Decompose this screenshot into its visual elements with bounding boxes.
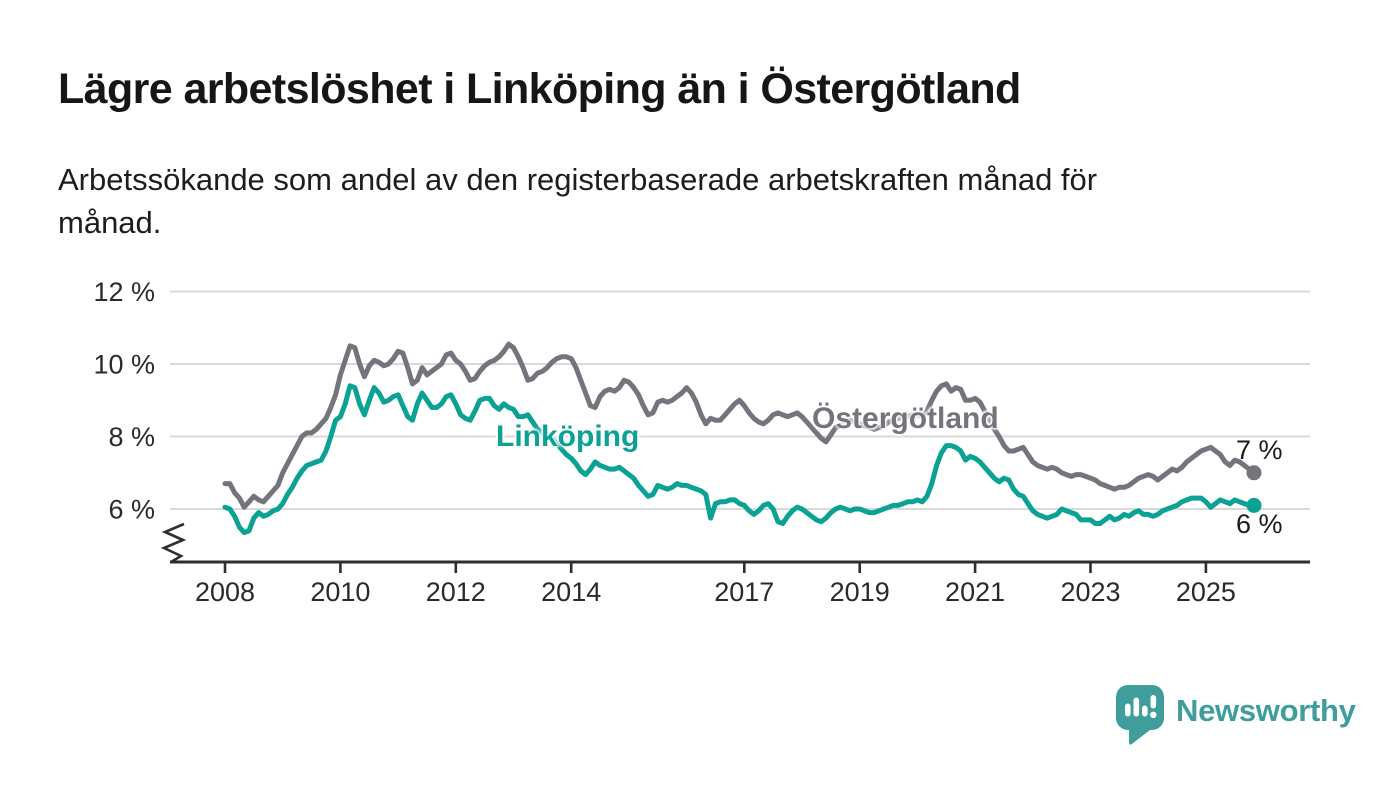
x-tick-label: 2021: [945, 577, 1005, 607]
end-value-label-linkoping: 6 %: [1236, 509, 1283, 539]
series-end-dot-östergötland: [1246, 465, 1262, 481]
data-series: [222, 341, 1262, 536]
end-value-label-ostergotland: 7 %: [1236, 435, 1283, 465]
x-tick-label: 2008: [195, 577, 255, 607]
chart-subtitle: Arbetssökande som andel av den registerb…: [58, 159, 1097, 245]
x-tick-label: 2017: [714, 577, 774, 607]
x-axis: 2008 2010 2012 2014 2017 2019 2021 2023 2025: [170, 560, 1310, 607]
y-tick-label: 8 %: [108, 422, 155, 452]
axis-break-icon: [160, 522, 187, 564]
subtitle-line-2: månad.: [58, 204, 162, 240]
newsworthy-logo-icon: [1116, 685, 1164, 745]
newsworthy-logo: Newsworthy: [1115, 684, 1356, 746]
series-end-dot-linköping: [1246, 497, 1262, 513]
x-tick-label: 2014: [541, 577, 601, 607]
x-tick-label: 2019: [830, 577, 890, 607]
series-line-östergötland: [222, 341, 1257, 510]
x-tick-label: 2023: [1060, 577, 1120, 607]
subtitle-line-1: Arbetssökande som andel av den registerb…: [58, 162, 1098, 197]
y-tick-label: 12 %: [93, 277, 155, 307]
series-label-linkoping: Linköping: [496, 420, 640, 453]
y-tick-label: 10 %: [93, 350, 155, 380]
x-tick-label: 2012: [426, 577, 486, 607]
x-tick-label: 2025: [1176, 577, 1236, 607]
gridlines: 6 % 8 % 10 % 12 %: [93, 277, 1310, 525]
x-tick-label: 2010: [310, 577, 370, 607]
y-tick-label: 6 %: [108, 495, 155, 525]
page-title: Lägre arbetslöshet i Linköping än i Öste…: [58, 65, 1021, 113]
newsworthy-wordmark: Newsworthy: [1176, 693, 1356, 728]
series-line-linköping: [222, 383, 1257, 536]
series-label-ostergotland: Östergötland: [812, 402, 999, 435]
